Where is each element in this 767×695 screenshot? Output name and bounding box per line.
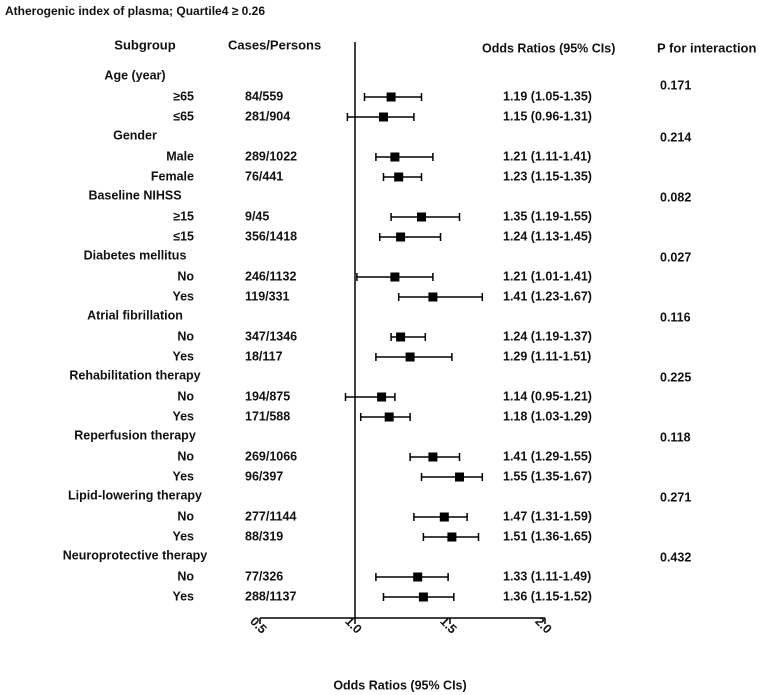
value-label: 1.47 (1.31-1.59) <box>503 509 592 523</box>
cases-label: 119/331 <box>245 289 290 303</box>
value-label: 1.51 (1.36-1.65) <box>503 529 592 543</box>
p-value: 0.116 <box>660 310 691 324</box>
p-value: 0.432 <box>660 550 691 564</box>
cases-label: 9/45 <box>245 209 269 223</box>
p-value: 0.118 <box>660 430 691 444</box>
point-estimate <box>455 472 464 482</box>
value-label: 1.36 (1.15-1.52) <box>503 589 592 603</box>
chart-title: Atherogenic index of plasma; Quartile4 ≥… <box>5 4 265 18</box>
group-label: Diabetes mellitus <box>84 248 187 262</box>
value-label: 1.19 (1.05-1.35) <box>503 89 592 103</box>
value-label: 1.41 (1.29-1.55) <box>503 449 592 463</box>
x-axis-label: Odds Ratios (95% CIs) <box>333 678 466 692</box>
subgroup-label: Female <box>151 169 194 183</box>
cases-label: 88/319 <box>245 529 283 543</box>
point-estimate <box>413 572 423 582</box>
value-label: 1.55 (1.35-1.67) <box>503 469 592 483</box>
point-estimate <box>377 392 387 402</box>
subgroup-label: ≥65 <box>173 89 194 103</box>
point-estimate <box>384 412 394 422</box>
point-estimate <box>386 92 396 102</box>
cases-label: 347/1346 <box>245 329 297 343</box>
point-estimate <box>396 332 406 342</box>
p-value: 0.082 <box>660 190 691 204</box>
subgroup-label: ≥15 <box>173 209 194 223</box>
subgroup-label: Yes <box>172 289 194 303</box>
point-estimate <box>428 292 438 302</box>
point-estimate <box>428 452 438 462</box>
cases-label: 77/326 <box>245 569 283 583</box>
subgroup-label: No <box>177 449 194 463</box>
p-value: 0.171 <box>660 78 691 92</box>
cases-label: 277/1144 <box>245 509 296 523</box>
value-label: 1.14 (0.95-1.21) <box>503 389 592 403</box>
column-header: Subgroup <box>114 37 175 52</box>
point-estimate <box>447 532 457 542</box>
value-label: 1.24 (1.19-1.37) <box>503 329 592 343</box>
point-estimate <box>405 352 415 362</box>
cases-label: 194/875 <box>245 389 290 403</box>
cases-label: 289/1022 <box>245 149 297 163</box>
cases-label: 18/117 <box>245 349 283 363</box>
p-value: 0.225 <box>660 370 691 384</box>
subgroup-label: ≤65 <box>173 109 194 123</box>
cases-label: 288/1137 <box>245 589 296 603</box>
subgroup-label: Yes <box>172 529 194 543</box>
subgroup-label: Male <box>166 149 194 163</box>
value-label: 1.35 (1.19-1.55) <box>503 209 592 223</box>
point-estimate <box>396 232 406 242</box>
subgroup-label: No <box>177 509 194 523</box>
value-label: 1.33 (1.11-1.49) <box>503 569 591 583</box>
group-label: Neuroprotective therapy <box>63 548 208 562</box>
subgroup-label: No <box>177 269 194 283</box>
p-value: 0.027 <box>660 250 691 264</box>
group-label: Gender <box>113 128 157 142</box>
group-label: Reperfusion therapy <box>74 428 196 442</box>
subgroup-label: Yes <box>172 349 194 363</box>
point-estimate <box>379 112 388 122</box>
cases-label: 171/588 <box>245 409 290 423</box>
point-estimate <box>394 172 404 182</box>
cases-label: 96/397 <box>245 469 283 483</box>
point-estimate <box>390 272 400 282</box>
point-estimate <box>390 152 400 162</box>
subgroup-label: Yes <box>172 589 194 603</box>
point-estimate <box>439 512 449 522</box>
group-label: Rehabilitation therapy <box>69 368 200 382</box>
subgroup-label: ≤15 <box>173 229 194 243</box>
subgroup-label: Yes <box>172 409 194 423</box>
value-label: 1.21 (1.11-1.41) <box>503 149 591 163</box>
value-label: 1.15 (0.96-1.31) <box>503 109 592 123</box>
cases-label: 269/1066 <box>245 449 297 463</box>
p-value: 0.214 <box>660 130 691 144</box>
subgroup-label: Yes <box>172 469 194 483</box>
column-header: Cases/Persons <box>228 37 321 52</box>
column-header: P for interaction <box>657 40 757 55</box>
value-label: 1.18 (1.03-1.29) <box>503 409 592 423</box>
cases-label: 246/1132 <box>245 269 296 283</box>
group-label: Lipid-lowering therapy <box>68 488 202 502</box>
point-estimate <box>418 592 428 602</box>
subgroup-label: No <box>177 569 194 583</box>
cases-label: 281/904 <box>245 109 290 123</box>
subgroup-label: No <box>177 389 194 403</box>
value-label: 1.24 (1.13-1.45) <box>503 229 592 243</box>
subgroup-label: No <box>177 329 194 343</box>
group-label: Atrial fibrillation <box>87 308 183 322</box>
value-label: 1.23 (1.15-1.35) <box>503 169 592 183</box>
value-label: 1.29 (1.11-1.51) <box>503 349 591 363</box>
point-estimate <box>417 212 426 222</box>
cases-label: 84/559 <box>245 89 283 103</box>
p-value: 0.271 <box>660 490 691 504</box>
group-label: Baseline NIHSS <box>88 188 181 202</box>
group-label: Age (year) <box>104 68 165 82</box>
value-label: 1.21 (1.01-1.41) <box>503 269 592 283</box>
value-label: 1.41 (1.23-1.67) <box>503 289 592 303</box>
cases-label: 76/441 <box>245 169 283 183</box>
cases-label: 356/1418 <box>245 229 297 243</box>
column-header: Odds Ratios (95% CIs) <box>482 41 615 55</box>
